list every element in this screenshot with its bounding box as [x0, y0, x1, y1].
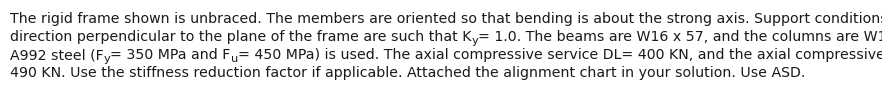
- Text: A992 steel (F: A992 steel (F: [10, 48, 103, 62]
- Text: y: y: [472, 36, 478, 46]
- Text: u: u: [230, 54, 238, 64]
- Text: 490 KN. Use the stiffness reduction factor if applicable. Attached the alignment: 490 KN. Use the stiffness reduction fact…: [10, 66, 805, 80]
- Text: y: y: [103, 54, 110, 64]
- Text: = 1.0. The beams are W16 x 57, and the columns are W10 x 100.: = 1.0. The beams are W16 x 57, and the c…: [478, 30, 882, 44]
- Text: = 450 MPa) is used. The axial compressive service DL= 400 KN, and the axial comp: = 450 MPa) is used. The axial compressiv…: [238, 48, 882, 62]
- Text: = 350 MPa and F: = 350 MPa and F: [110, 48, 230, 62]
- Text: The rigid frame shown is unbraced. The members are oriented so that bending is a: The rigid frame shown is unbraced. The m…: [10, 12, 882, 26]
- Text: direction perpendicular to the plane of the frame are such that K: direction perpendicular to the plane of …: [10, 30, 472, 44]
